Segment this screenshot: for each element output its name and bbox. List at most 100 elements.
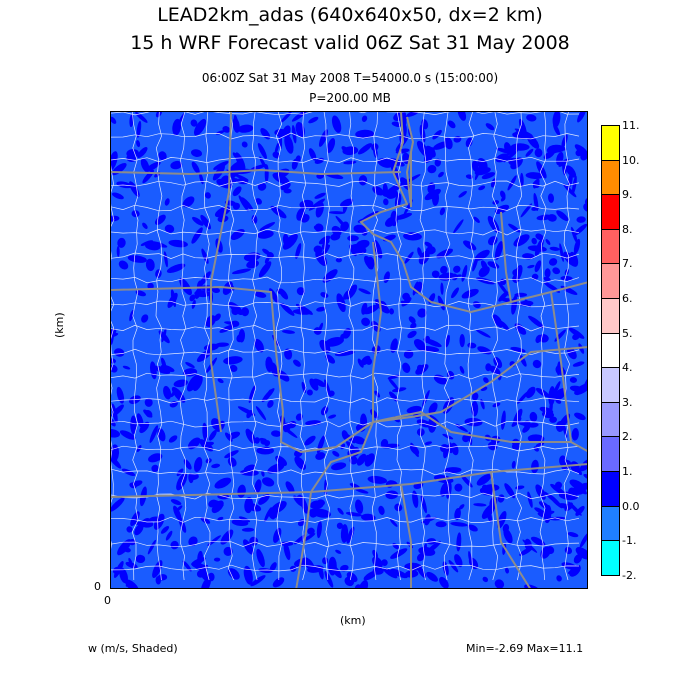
map-canvas [111, 112, 587, 588]
downdraft-shade [161, 328, 167, 343]
downdraft-shade [500, 196, 506, 202]
downdraft-shade [331, 462, 347, 471]
downdraft-shade [390, 519, 398, 527]
downdraft-shade [579, 532, 587, 548]
downdraft-shade [442, 433, 454, 440]
downdraft-shade [478, 266, 490, 278]
downdraft-shade [435, 521, 447, 528]
downdraft-shade [417, 247, 423, 257]
downdraft-shade [510, 143, 530, 151]
downdraft-shade [492, 314, 503, 328]
downdraft-shade [365, 358, 373, 365]
downdraft-shade [227, 457, 237, 467]
downdraft-shade [190, 149, 203, 157]
state-border-east [500, 211, 587, 453]
forecast-title: 15 h WRF Forecast valid 06Z Sat 31 May 2… [130, 32, 570, 54]
downdraft-shade [187, 437, 201, 450]
downdraft-shade [532, 359, 542, 369]
downdraft-shade [311, 508, 332, 518]
colorbar-tick-label: 2. [622, 430, 633, 444]
downdraft-shade [200, 516, 211, 524]
downdraft-shade [227, 568, 240, 580]
downdraft-shade [270, 500, 287, 514]
downdraft-shade [532, 178, 540, 189]
downdraft-shade [568, 327, 585, 339]
downdraft-shade [524, 538, 532, 551]
downdraft-shade [224, 450, 239, 459]
downdraft-shade [182, 560, 192, 572]
downdraft-shade [217, 516, 224, 521]
downdraft-shade [496, 147, 513, 154]
downdraft-shade [548, 258, 558, 266]
downdraft-shade [428, 402, 438, 415]
downdraft-shade [415, 364, 429, 375]
downdraft-shade [416, 553, 425, 562]
downdraft-shade [213, 160, 229, 171]
downdraft-shade [259, 437, 266, 442]
downdraft-shade [295, 243, 302, 259]
downdraft-shade [483, 377, 489, 383]
downdraft-shade [511, 460, 516, 469]
downdraft-shade [262, 477, 275, 487]
downdraft-shade [520, 203, 533, 218]
downdraft-shade [313, 327, 322, 335]
downdraft-shade [243, 565, 253, 585]
downdraft-shade [390, 568, 408, 579]
downdraft-shade [363, 304, 380, 315]
downdraft-shade [560, 275, 573, 281]
downdraft-shade [342, 201, 348, 214]
downdraft-shade [553, 388, 567, 401]
downdraft-shade [565, 165, 577, 178]
downdraft-shade [361, 317, 371, 326]
downdraft-shade [494, 579, 505, 588]
downdraft-shade [358, 175, 368, 186]
great-lakes-shore [359, 112, 587, 314]
downdraft-shade [402, 292, 410, 301]
colorbar-tick-label: 5. [622, 326, 633, 340]
downdraft-shade [567, 347, 577, 360]
downdraft-shade [182, 196, 195, 208]
downdraft-shade [517, 390, 529, 404]
downdraft-shade [388, 377, 399, 390]
downdraft-shade [139, 421, 150, 434]
downdraft-shade [424, 514, 431, 526]
downdraft-shade [238, 195, 249, 212]
downdraft-shade [269, 562, 277, 572]
downdraft-shade [454, 554, 463, 568]
downdraft-shade [324, 570, 334, 588]
downdraft-shade [340, 524, 349, 543]
downdraft-shade [454, 483, 463, 492]
downdraft-shade [111, 429, 121, 438]
downdraft-shade [153, 365, 171, 375]
county-border-column [467, 112, 475, 581]
downdraft-shade [571, 226, 578, 244]
downdraft-shade [538, 501, 550, 510]
downdraft-shade [264, 440, 271, 447]
downdraft-shade [424, 441, 432, 446]
colorbar-swatch [601, 125, 620, 161]
downdraft-shade [130, 415, 137, 435]
downdraft-shade [504, 483, 516, 499]
downdraft-shade [575, 505, 585, 516]
downdraft-shade [261, 388, 275, 403]
downdraft-shade [160, 526, 170, 534]
downdraft-shade [526, 134, 540, 149]
downdraft-shade [326, 138, 336, 153]
downdraft-shade [548, 144, 565, 153]
downdraft-shade [492, 200, 500, 205]
downdraft-shade [270, 205, 287, 219]
downdraft-shade [254, 479, 262, 494]
downdraft-shade [474, 249, 490, 261]
downdraft-shade [357, 358, 364, 368]
downdraft-shade [473, 503, 487, 507]
downdraft-shade [349, 456, 358, 465]
downdraft-shade [230, 228, 245, 241]
downdraft-shade [142, 222, 148, 229]
downdraft-shade [207, 535, 221, 546]
downdraft-shade [533, 193, 539, 211]
state-border-west [210, 112, 232, 433]
downdraft-shade [293, 534, 307, 545]
downdraft-shade [145, 242, 161, 251]
downdraft-shade [459, 334, 465, 348]
county-border-column [251, 112, 259, 581]
